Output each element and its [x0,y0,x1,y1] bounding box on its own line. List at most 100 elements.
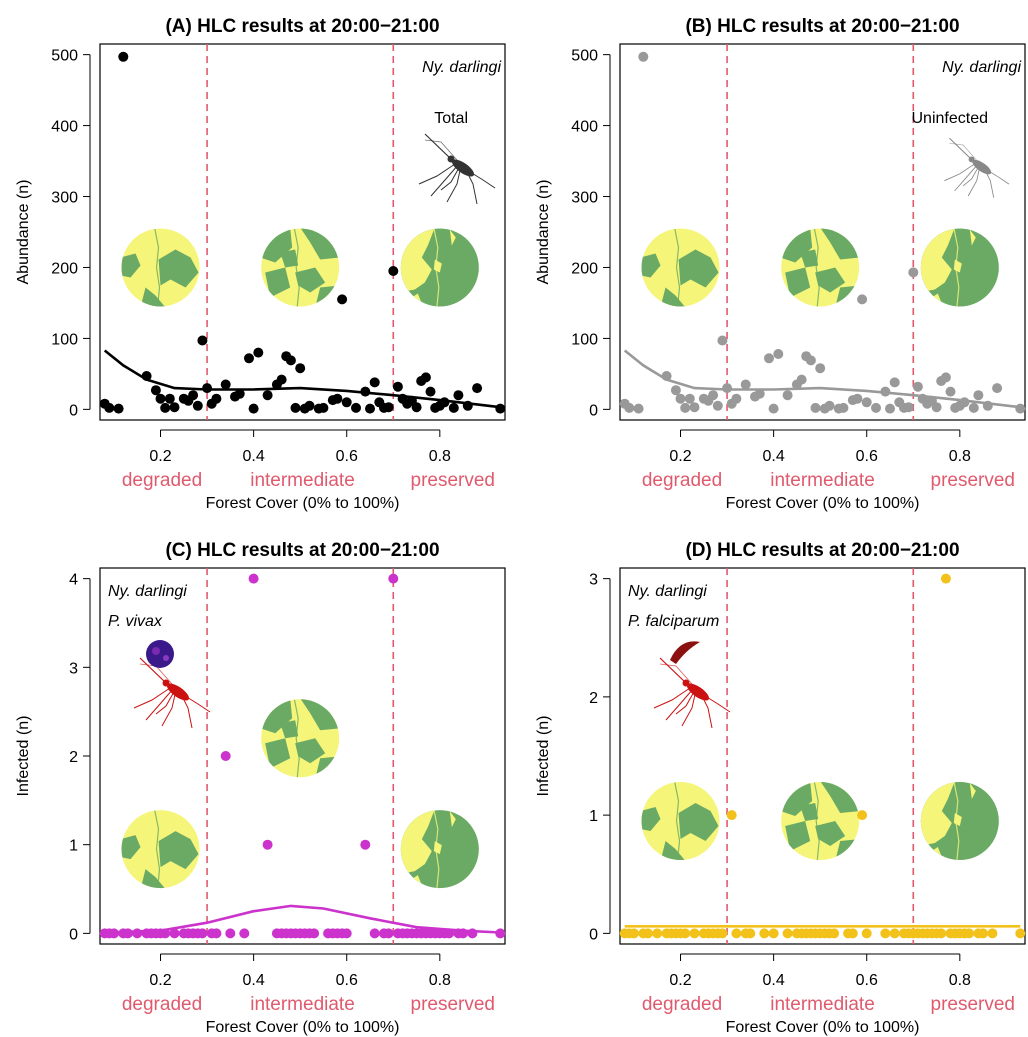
data-point [726,810,737,821]
x-tick-label: 0.6 [336,972,358,989]
category-label-intermediate: intermediate [770,994,875,1015]
category-label-preserved: preserved [411,994,496,1015]
data-point [959,397,970,408]
category-label-degraded: degraded [122,470,202,491]
category-label-degraded: degraded [642,470,722,491]
x-tick-label: 0.2 [669,972,691,989]
data-point [164,393,175,404]
y-tick-label: 1 [589,808,598,825]
data-point [197,928,208,939]
data-point [815,363,826,374]
data-point [810,402,821,413]
data-point [638,51,649,62]
data-point [220,379,231,390]
data-point [160,402,171,413]
data-point [360,839,371,850]
data-point [211,393,222,404]
data-point [768,403,779,414]
x-tick-label: 0.6 [336,448,358,465]
group-label: Uninfected [912,110,989,127]
data-point [889,928,900,939]
smooth-curve [103,349,501,409]
data-point [931,402,942,413]
data-point [759,928,770,939]
landcover-map-degraded [121,228,200,307]
data-point [717,335,728,346]
data-point [857,810,868,821]
data-point [132,928,143,939]
y-tick-label: 4 [69,572,78,589]
y-axis-label: Infected (n) [535,716,552,797]
data-point [642,928,653,939]
data-point [285,355,296,366]
x-axis-label: Forest Cover (0% to 100%) [726,1019,920,1036]
data-point [318,402,329,413]
category-label-preserved: preserved [411,470,496,491]
data-point [220,751,231,761]
y-axis-label: Infected (n) [15,716,32,797]
x-tick-label: 0.4 [242,448,264,465]
data-point [295,363,306,374]
data-point [684,393,695,404]
smooth-curve [623,349,1021,409]
parasite-label: P. vivax [108,613,163,630]
data-point [495,403,506,414]
x-tick-label: 0.2 [669,448,691,465]
data-point [829,928,840,939]
data-point [782,928,793,939]
data-point [495,928,506,939]
data-point [670,385,681,396]
x-tick-label: 0.8 [949,448,971,465]
data-point [458,928,469,939]
data-point [304,400,315,411]
y-tick-label: 300 [571,190,598,207]
data-point [444,928,455,939]
data-point [885,403,895,414]
data-point [768,928,779,939]
data-point [796,374,807,385]
category-label-intermediate: intermediate [770,470,875,491]
panel-a: (A) HLC results at 20:00−21:00 0.2 0.4 0.6 0… [15,16,506,512]
x-axis-label: Forest Cover (0% to 100%) [206,1019,400,1036]
data-point [341,397,352,408]
y-tick-label: 0 [69,926,78,943]
data-point [675,393,686,404]
data-point [472,383,483,394]
data-point [360,386,371,397]
landcover-map-intermediate [261,699,340,778]
data-point [467,928,478,939]
data-point [276,374,287,385]
panel-title: (C) HLC results at 20:00−21:00 [165,540,439,561]
data-point [383,402,394,413]
landcover-map-degraded [121,810,200,889]
data-point [689,402,700,413]
data-point [731,393,742,404]
data-point [847,928,858,939]
data-point [689,928,700,939]
panel-title: (D) HLC results at 20:00−21:00 [685,540,959,561]
x-tick-label: 0.8 [429,972,451,989]
plot-frame [619,43,1026,421]
data-point [857,294,868,305]
data-point [244,353,254,364]
data-point [754,388,765,399]
data-point [805,355,816,366]
parasite-label: P. falciparum [628,613,719,630]
data-point [838,402,849,413]
y-tick-label: 300 [51,190,78,207]
panel-title: (A) HLC results at 20:00−21:00 [165,16,439,37]
category-label-degraded: degraded [642,994,722,1015]
y-tick-label: 2 [589,690,598,707]
y-tick-label: 100 [51,331,78,348]
smooth-curve [104,904,501,934]
landcover-map-degraded [641,228,720,307]
x-tick-label: 0.2 [149,448,171,465]
x-tick-label: 0.6 [856,448,878,465]
data-point [880,386,891,397]
category-label-degraded: degraded [122,994,202,1015]
data-point [290,402,301,413]
x-axis-label: Forest Cover (0% to 100%) [206,495,400,512]
landcover-map-preserved [400,810,479,889]
data-point [852,393,863,404]
data-point [978,928,989,939]
